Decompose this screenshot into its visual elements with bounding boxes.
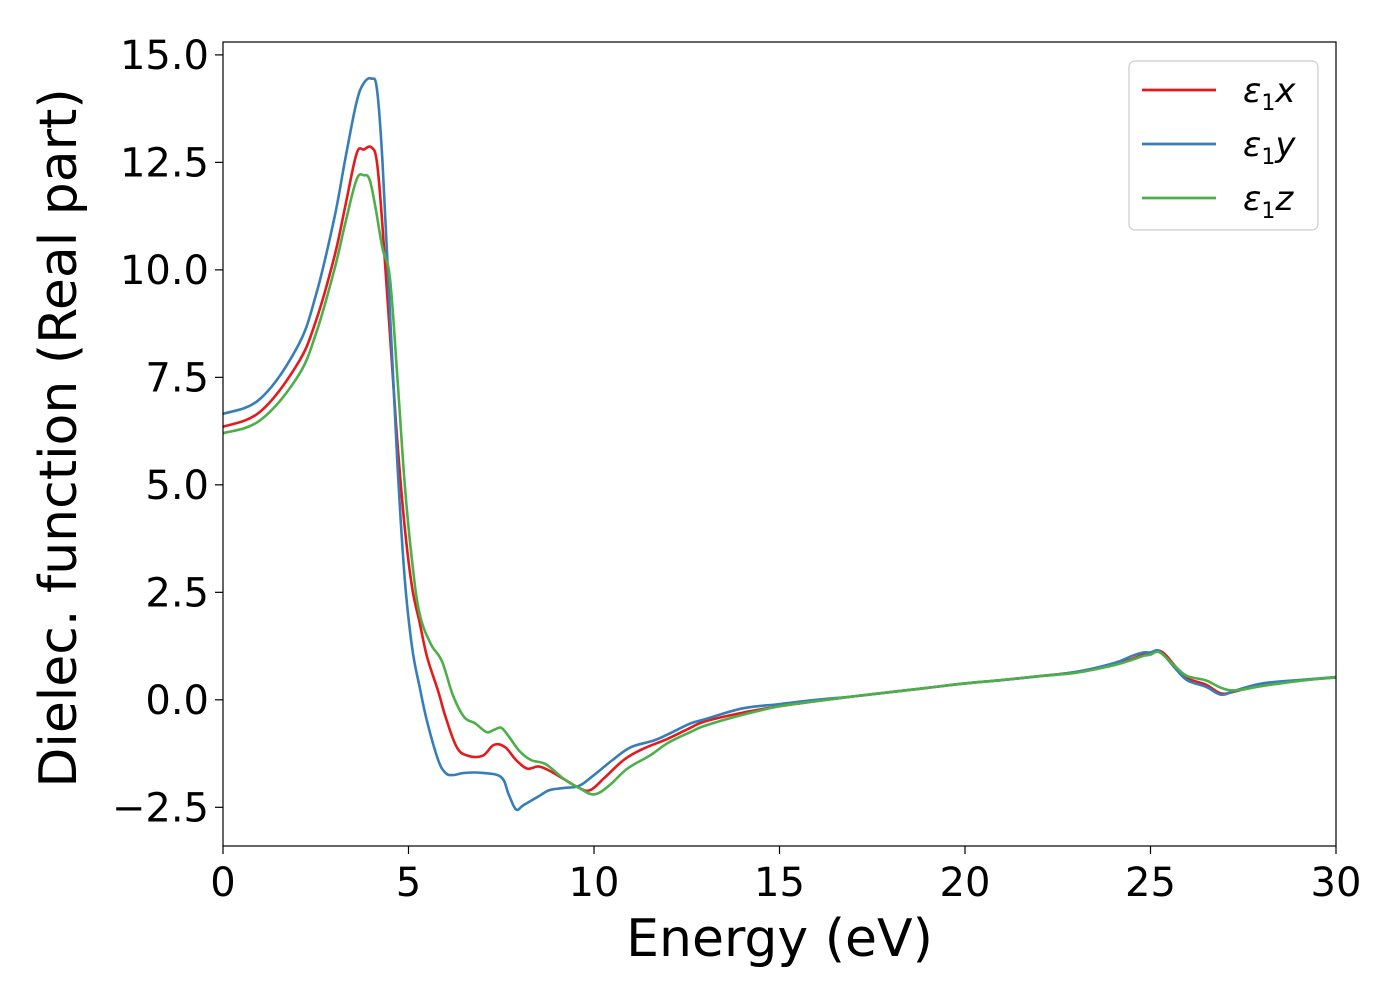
y-tick-label: 2.5 xyxy=(145,570,209,616)
x-tick-label: 20 xyxy=(940,860,991,906)
legend-label-y: ε1y xyxy=(1243,125,1296,170)
legend-label-x: ε1x xyxy=(1243,71,1296,116)
series-line-z xyxy=(223,172,1336,796)
y-tick-label: 0.0 xyxy=(145,678,209,724)
y-tick-label: 10.0 xyxy=(120,248,209,294)
x-axis-label: Energy (eV) xyxy=(626,909,933,969)
y-tick-label: 15.0 xyxy=(120,33,209,79)
series-line-x xyxy=(223,145,1336,793)
x-tick-label: 0 xyxy=(210,860,235,906)
y-tick-label: −2.5 xyxy=(112,785,209,831)
x-tick-label: 10 xyxy=(569,860,620,906)
series-line-y xyxy=(223,76,1336,812)
x-tick-label: 15 xyxy=(754,860,805,906)
x-tick-label: 5 xyxy=(396,860,421,906)
x-axis: 0 5 10 15 20 25 30 xyxy=(210,846,1361,906)
y-axis-label: Dielec. function (Real part) xyxy=(29,88,89,787)
y-tick-label: 12.5 xyxy=(120,140,209,186)
x-tick-label: 30 xyxy=(1311,860,1362,906)
legend-box xyxy=(1128,60,1319,231)
y-tick-label: 7.5 xyxy=(145,355,209,401)
legend-label-z: ε1z xyxy=(1243,179,1294,224)
series-layer xyxy=(223,76,1336,812)
legend: ε1x ε1y ε1z xyxy=(1128,60,1319,231)
y-tick-label: 5.0 xyxy=(145,463,209,509)
x-tick-label: 25 xyxy=(1125,860,1176,906)
y-axis: −2.5 0.0 2.5 5.0 7.5 10.0 12.5 15.0 xyxy=(112,33,223,831)
